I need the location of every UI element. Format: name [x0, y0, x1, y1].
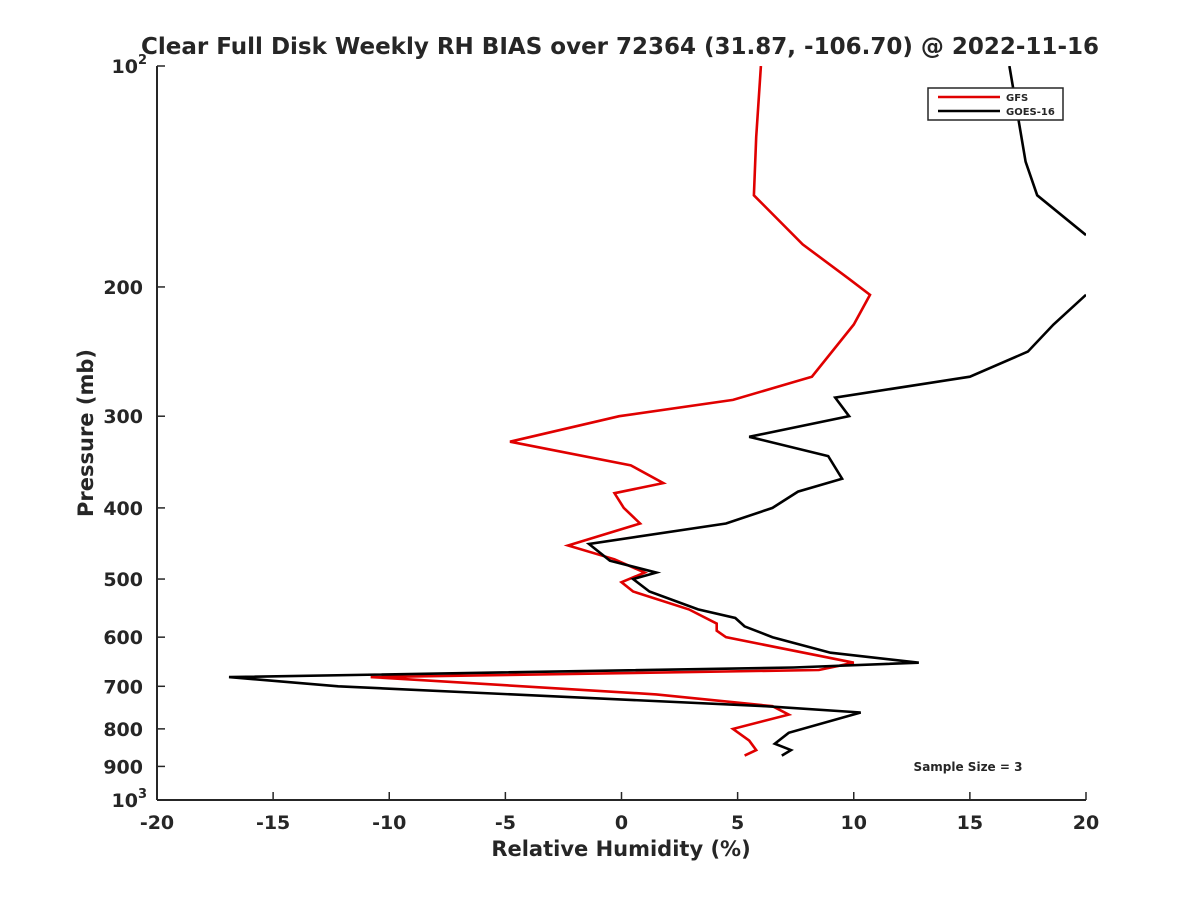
- x-tick-label: 0: [615, 812, 628, 834]
- y-tick-label: 800: [103, 719, 143, 741]
- legend: GFS GOES-16: [927, 87, 1064, 121]
- chart-title: Clear Full Disk Weekly RH BIAS over 7236…: [141, 34, 1099, 60]
- y-tick-label: 700: [103, 676, 143, 698]
- y-ticks: 102 200 300 400 500 600 700 800 900 103: [103, 53, 165, 812]
- y-tick-label: 200: [103, 277, 143, 299]
- x-tick-label: -20: [140, 812, 174, 834]
- x-ticks: -20 -15 -10 -5 0 5 10 15 20: [140, 792, 1099, 834]
- y-tick-label: 500: [103, 569, 143, 591]
- y-tick-label: 102: [112, 53, 148, 78]
- x-axis-label: Relative Humidity (%): [491, 837, 750, 861]
- legend-box: [927, 87, 1064, 121]
- x-tick-label: -5: [495, 812, 516, 834]
- x-tick-label: 15: [957, 812, 983, 834]
- y-tick-label: 400: [103, 498, 143, 520]
- x-tick-label: 5: [731, 812, 744, 834]
- x-tick-label: 10: [841, 812, 867, 834]
- y-axis-label: Pressure (mb): [74, 349, 98, 517]
- y-tick-label: 300: [103, 406, 143, 428]
- axes: [156, 66, 1086, 801]
- y-tick-label: 103: [112, 787, 148, 812]
- sample-size-annotation: Sample Size = 3: [914, 760, 1023, 774]
- series-layer: [228, 66, 1086, 757]
- series-line-gfs: [370, 66, 872, 757]
- x-tick-label: -15: [256, 812, 290, 834]
- x-tick-label: -10: [372, 812, 406, 834]
- legend-label-goes16: GOES-16: [1006, 107, 1055, 118]
- legend-label-gfs: GFS: [1006, 93, 1028, 104]
- y-tick-label: 600: [103, 627, 143, 649]
- x-tick-label: 20: [1073, 812, 1099, 834]
- y-tick-label: 900: [103, 756, 143, 778]
